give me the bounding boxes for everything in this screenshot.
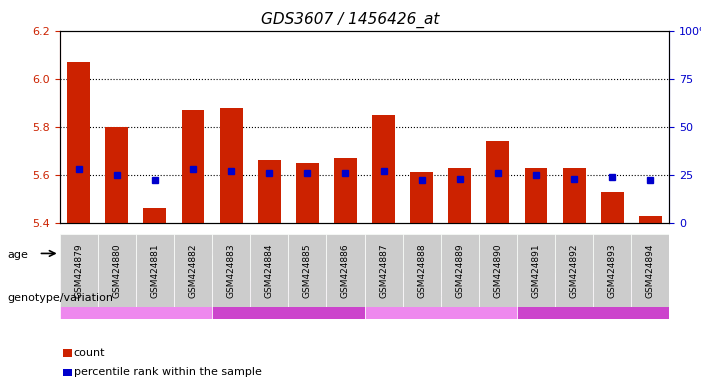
FancyBboxPatch shape <box>479 234 517 307</box>
Text: GDS3607 / 1456426_at: GDS3607 / 1456426_at <box>261 12 440 28</box>
FancyBboxPatch shape <box>632 234 669 307</box>
Text: GSM424889: GSM424889 <box>456 243 464 298</box>
Bar <box>67 62 90 223</box>
FancyBboxPatch shape <box>365 280 517 319</box>
FancyBboxPatch shape <box>60 234 97 307</box>
Text: GSM424887: GSM424887 <box>379 243 388 298</box>
FancyBboxPatch shape <box>402 234 441 307</box>
Bar <box>144 209 166 223</box>
Text: Egr-1 null: Egr-1 null <box>259 293 318 306</box>
Text: GSM424888: GSM424888 <box>417 243 426 298</box>
FancyBboxPatch shape <box>250 234 288 307</box>
Text: 42 d: 42 d <box>503 247 531 260</box>
Bar <box>449 167 471 223</box>
FancyBboxPatch shape <box>517 280 669 319</box>
FancyBboxPatch shape <box>174 234 212 307</box>
Text: GSM424883: GSM424883 <box>226 243 236 298</box>
FancyBboxPatch shape <box>441 234 479 307</box>
Text: percentile rank within the sample: percentile rank within the sample <box>74 367 261 377</box>
Text: GSM424880: GSM424880 <box>112 243 121 298</box>
Bar <box>524 167 547 223</box>
Text: GSM424893: GSM424893 <box>608 243 617 298</box>
FancyBboxPatch shape <box>327 234 365 307</box>
Bar <box>296 163 319 223</box>
Text: wild-type: wild-type <box>107 293 165 306</box>
Bar <box>182 110 205 223</box>
Text: 30 d: 30 d <box>198 247 226 260</box>
Bar <box>486 141 510 223</box>
Text: count: count <box>74 348 105 358</box>
Text: genotype/variation: genotype/variation <box>7 293 113 303</box>
Bar <box>639 215 662 223</box>
FancyBboxPatch shape <box>288 234 327 307</box>
FancyBboxPatch shape <box>555 234 593 307</box>
Bar <box>372 115 395 223</box>
Text: GSM424890: GSM424890 <box>494 243 503 298</box>
Text: wild-type: wild-type <box>412 293 470 306</box>
FancyBboxPatch shape <box>212 234 250 307</box>
Bar <box>410 172 433 223</box>
Bar <box>334 158 357 223</box>
FancyBboxPatch shape <box>593 234 632 307</box>
FancyBboxPatch shape <box>60 280 212 319</box>
Text: GSM424894: GSM424894 <box>646 243 655 298</box>
FancyBboxPatch shape <box>517 234 555 307</box>
Text: GSM424881: GSM424881 <box>151 243 159 298</box>
Text: GSM424879: GSM424879 <box>74 243 83 298</box>
Bar <box>219 108 243 223</box>
Text: GSM424884: GSM424884 <box>265 243 273 298</box>
Text: GSM424882: GSM424882 <box>189 243 198 298</box>
Text: Egr-1 null: Egr-1 null <box>564 293 623 306</box>
Text: age: age <box>7 250 28 260</box>
Bar <box>258 161 280 223</box>
Bar <box>105 127 128 223</box>
Text: GSM424892: GSM424892 <box>570 243 578 298</box>
FancyBboxPatch shape <box>97 234 136 307</box>
FancyBboxPatch shape <box>365 234 669 273</box>
Text: GSM424885: GSM424885 <box>303 243 312 298</box>
Bar <box>601 192 624 223</box>
FancyBboxPatch shape <box>136 234 174 307</box>
Text: GSM424891: GSM424891 <box>531 243 540 298</box>
FancyBboxPatch shape <box>60 234 365 273</box>
Text: GSM424886: GSM424886 <box>341 243 350 298</box>
FancyBboxPatch shape <box>212 280 365 319</box>
FancyBboxPatch shape <box>365 234 402 307</box>
Bar <box>563 167 585 223</box>
